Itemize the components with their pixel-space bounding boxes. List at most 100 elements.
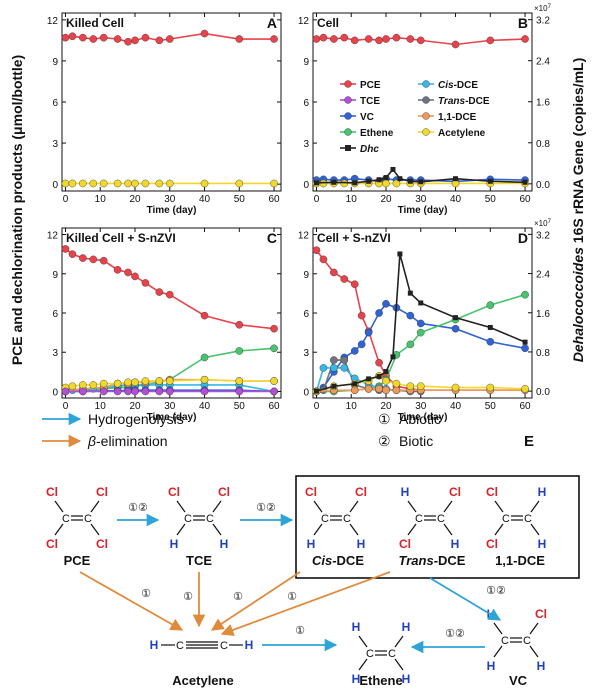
legend-label-main: Dhc	[360, 144, 379, 155]
tce-structure: C C Cl H Cl H	[168, 485, 230, 551]
carbon-atom: C	[524, 513, 532, 525]
x-tick-label: 10	[346, 401, 358, 412]
data-point	[319, 33, 328, 42]
y2-tick-label: 0.0	[536, 387, 550, 398]
pce-name: PCE	[64, 553, 91, 568]
legend-marker	[422, 128, 430, 136]
hydrogen-atom: H	[352, 620, 361, 634]
y-tick-label: 3	[52, 348, 58, 359]
vc-name: VC	[509, 673, 528, 688]
carbon-atom: C	[501, 635, 509, 647]
x-tick-label: 0	[63, 194, 69, 205]
y-tick-label: 9	[303, 270, 309, 281]
x-tick-label: 40	[199, 194, 211, 205]
data-point	[61, 387, 70, 396]
data-point	[330, 268, 338, 277]
data-point	[319, 179, 328, 188]
x-tick-label: 30	[415, 194, 427, 205]
carbon-atom: C	[184, 513, 192, 525]
tce-dce-marker: ①②	[256, 502, 276, 514]
hydrogen-atom: H	[487, 659, 496, 673]
cis-italic: Cis	[312, 553, 332, 568]
data-point	[200, 29, 209, 38]
legend-marker	[422, 80, 430, 88]
data-point	[155, 288, 164, 296]
pce-to-acetylene-arrow	[79, 571, 184, 631]
legend-marker	[344, 80, 352, 88]
data-point	[364, 328, 373, 337]
data-point	[68, 179, 77, 188]
chlorine-atom: Cl	[399, 537, 411, 551]
data-point	[165, 377, 174, 385]
hydrogen-atom: H	[401, 485, 410, 499]
panel-letter: B	[518, 15, 528, 31]
data-point	[375, 309, 383, 317]
data-point	[68, 382, 77, 391]
plot-frame	[312, 227, 533, 399]
y2-tick-label: 0.8	[536, 139, 550, 150]
single-bond	[407, 523, 417, 536]
legend-marker	[344, 96, 352, 104]
data-point	[141, 179, 150, 188]
data-point	[155, 387, 164, 396]
hydrogen-atom: H	[402, 620, 411, 634]
chlorine-atom: Cl	[305, 485, 317, 499]
legend-label: VC	[360, 112, 374, 123]
legend-label: Ethene	[360, 128, 394, 139]
data-point	[113, 387, 122, 396]
data-point	[382, 35, 390, 43]
chlorine-atom: Cl	[96, 537, 108, 551]
series-tce	[61, 387, 278, 396]
series-pce	[312, 33, 529, 49]
data-point	[390, 166, 396, 172]
exponent-power: 7	[548, 219, 552, 225]
cis-dce-structure: C C Cl H Cl H	[305, 485, 367, 551]
y2-tick-label: 3.2	[536, 230, 550, 241]
panel-letter: D	[518, 230, 528, 246]
data-point	[364, 35, 373, 43]
single-bond	[530, 523, 540, 536]
data-point	[235, 320, 244, 329]
data-point	[270, 324, 278, 333]
data-point	[200, 387, 209, 396]
data-point	[397, 176, 403, 182]
y-tick-label: 0	[52, 180, 58, 191]
data-point	[366, 376, 372, 382]
data-point	[407, 178, 413, 184]
single-bond	[529, 622, 539, 635]
y2-tick-label: 0.0	[536, 180, 550, 191]
pce-structure: C C Cl Cl Cl Cl	[46, 485, 108, 551]
data-point	[375, 358, 383, 367]
beta-symbol: β	[87, 433, 96, 449]
data-point	[376, 373, 382, 379]
legend-label-suffix: -DCE	[465, 96, 490, 107]
hydrogen-atom: H	[245, 638, 254, 652]
data-point	[113, 266, 122, 274]
data-point	[487, 178, 493, 184]
data-point	[382, 300, 390, 308]
legend-marker	[344, 128, 352, 136]
dce-isomers-box	[295, 475, 580, 579]
x-tick-label: 50	[234, 401, 246, 412]
legend-item: PCE	[340, 80, 381, 91]
x-tick-label: 60	[268, 401, 280, 412]
x-axis-label: Time (day)	[147, 205, 197, 216]
exponent-base: ×10	[534, 4, 548, 13]
y-tick-label: 3	[303, 139, 309, 150]
x-tick-label: 20	[129, 401, 141, 412]
data-point	[155, 36, 164, 45]
data-point	[416, 382, 425, 391]
x-tick-label: 60	[268, 194, 280, 205]
y2-tick-label: 3.2	[536, 16, 550, 27]
data-point	[141, 279, 150, 287]
carbon-atom: C	[502, 513, 510, 525]
data-point	[124, 378, 132, 387]
data-point	[451, 40, 460, 49]
panel-title: Cell	[317, 16, 339, 30]
legend-marker	[345, 145, 351, 151]
data-point	[89, 255, 98, 264]
x-tick-label: 60	[519, 401, 531, 412]
